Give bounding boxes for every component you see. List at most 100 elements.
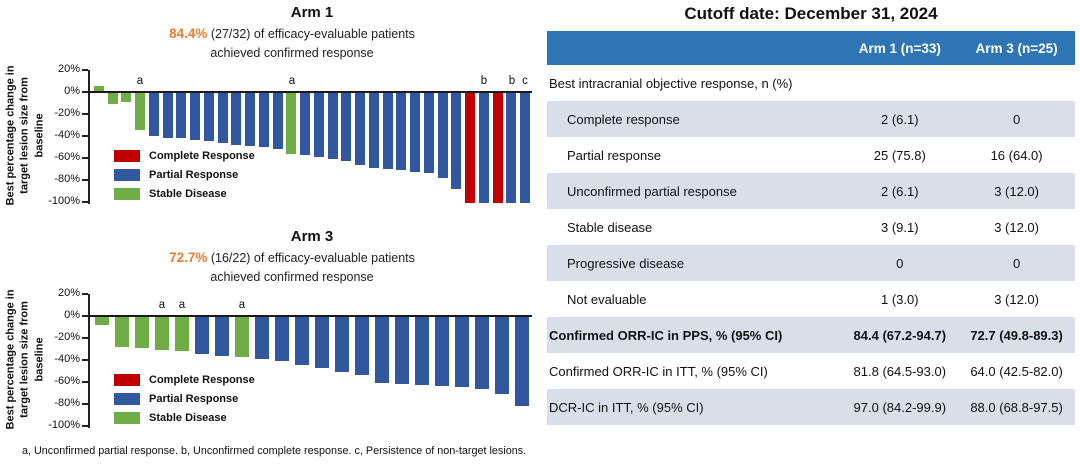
waterfall-bar (115, 317, 129, 347)
legend-label: Complete Response (149, 373, 255, 386)
waterfall-bar (493, 93, 503, 203)
legend-label: Complete Response (149, 149, 255, 162)
waterfall-bar (438, 93, 448, 178)
legend-item: Complete Response (114, 146, 255, 165)
cell-value (958, 65, 1075, 101)
cell-value: 0 (841, 245, 959, 281)
chart-legend: Complete Response Partial Response Stable … (114, 370, 255, 427)
table-row: Complete response 2 (6.1) 0 (547, 101, 1075, 137)
arm1-waterfall-chart: Arm 1 84.4% (27/32) of efficacy-evaluabl… (0, 2, 545, 218)
waterfall-bar (515, 317, 529, 407)
waterfall-bar (410, 93, 420, 173)
results-table-panel: Cutoff date: December 31, 2024 Arm 1 (n=… (547, 4, 1075, 425)
row-label: Confirmed ORR-IC in PPS, % (95% CI) (547, 317, 842, 353)
cell-value: 64.0 (42.5-82.0) (970, 363, 1063, 379)
legend-label: Stable Disease (149, 411, 227, 424)
chart-subtitle-arm3: 72.7% (16/22) of efficacy-evaluable pati… (52, 248, 532, 286)
zero-baseline (88, 315, 532, 317)
cell-value: 84.4 (67.2-94.7) (841, 317, 959, 353)
waterfall-bar (273, 93, 283, 150)
cell-value: 72.7 (49.8-89.3) (958, 317, 1075, 353)
waterfall-bar (479, 93, 489, 203)
y-tick-label: -60% (54, 375, 80, 387)
waterfall-bar (190, 93, 200, 141)
complete-response-swatch-icon (114, 149, 140, 162)
waterfall-bar (314, 93, 324, 157)
waterfall-bar (451, 93, 461, 189)
row-label: Unconfirmed partial response (547, 173, 842, 209)
y-tick-label: -20% (54, 331, 80, 343)
bar-annotation: b (480, 75, 488, 87)
cell-value: 3 (12.0) (994, 219, 1039, 235)
chart-title-arm3: Arm 3 (290, 228, 334, 245)
table-row: Confirmed ORR-IC in PPS, % (95% CI) 84.4 … (547, 317, 1075, 353)
waterfall-bar (355, 93, 365, 165)
waterfall-bar (295, 317, 309, 366)
cell-value: 3 (12.0) (958, 173, 1075, 209)
y-tick-mark (82, 113, 88, 115)
waterfall-bar (369, 93, 379, 168)
waterfall-bar (506, 93, 516, 203)
y-tick-label: 0% (64, 309, 80, 321)
cell-value: 1 (3.0) (881, 291, 919, 307)
cell-value: 2 (6.1) (841, 101, 959, 137)
cell-value: 0 (958, 101, 1075, 137)
stable-disease-swatch-icon (114, 187, 140, 200)
y-axis-line (88, 294, 90, 428)
bar-annotation: c (522, 75, 528, 87)
table-row: Best intracranial objective response, n … (547, 65, 1075, 101)
waterfall-bar (231, 93, 241, 145)
bar-annotation: a (288, 75, 296, 87)
waterfall-bar (255, 317, 269, 359)
row-label: DCR-IC in ITT, % (95% CI) (547, 389, 842, 425)
waterfall-bar (395, 317, 409, 385)
y-tick-label: 20% (57, 287, 80, 299)
table-row: Confirmed ORR-IC in ITT, % (95% CI) 81.8 … (547, 353, 1075, 389)
bar-annotation: a (178, 299, 186, 311)
waterfall-bar (375, 317, 389, 383)
waterfall-bar (465, 93, 475, 203)
header-arm1: Arm 1 (n=33) (841, 31, 959, 65)
y-tick-mark (82, 381, 88, 383)
waterfall-bar (286, 93, 296, 154)
results-table: Arm 1 (n=33) Arm 3 (n=25) Best intracran… (547, 31, 1075, 425)
row-label: Progressive disease (547, 245, 842, 281)
waterfall-bar (149, 93, 159, 136)
y-tick-label: -40% (54, 353, 80, 365)
chart-title-arm1: Arm 1 (290, 4, 334, 21)
waterfall-bar (335, 317, 349, 372)
cutoff-date-title: Cutoff date: December 31, 2024 (684, 4, 938, 23)
waterfall-bar (163, 93, 173, 139)
waterfall-bar (300, 93, 310, 155)
table-row: Progressive disease 0 0 (547, 245, 1075, 281)
header-arm3: Arm 3 (n=25) (958, 31, 1075, 65)
table-row: Not evaluable 1 (3.0) 3 (12.0) (547, 281, 1075, 317)
y-tick-label: -80% (54, 173, 80, 185)
cell-value: 88.0 (68.8-97.5) (958, 389, 1075, 425)
y-tick-label: -100% (48, 419, 80, 431)
table-row: Unconfirmed partial response 2 (6.1) 3 (12… (547, 173, 1075, 209)
partial-response-swatch-icon (114, 392, 140, 405)
waterfall-bar (435, 317, 449, 387)
waterfall-bar (218, 93, 228, 143)
y-tick-label: -60% (54, 151, 80, 163)
bar-annotation: b (508, 75, 516, 87)
waterfall-bar (215, 317, 229, 356)
waterfall-bar (315, 317, 329, 368)
row-label: Best intracranial objective response, n … (549, 75, 793, 91)
footnote: a, Unconfirmed partial response. b, Unco… (22, 445, 527, 457)
legend-item: Partial Response (114, 389, 255, 408)
subtitle-text-line2: achieved confirmed response (210, 269, 374, 284)
y-tick-mark (82, 179, 88, 181)
y-tick-label: 0% (64, 85, 80, 97)
stable-disease-swatch-icon (114, 411, 140, 424)
y-tick-label: -80% (54, 397, 80, 409)
row-label: Partial response (567, 147, 661, 163)
y-tick-mark (82, 403, 88, 405)
row-label: Confirmed ORR-IC in ITT, % (95% CI) (549, 363, 768, 379)
y-tick-mark (82, 293, 88, 295)
row-label: Not evaluable (567, 291, 647, 307)
partial-response-swatch-icon (114, 168, 140, 181)
table-header-row: Arm 1 (n=33) Arm 3 (n=25) (547, 31, 1075, 65)
